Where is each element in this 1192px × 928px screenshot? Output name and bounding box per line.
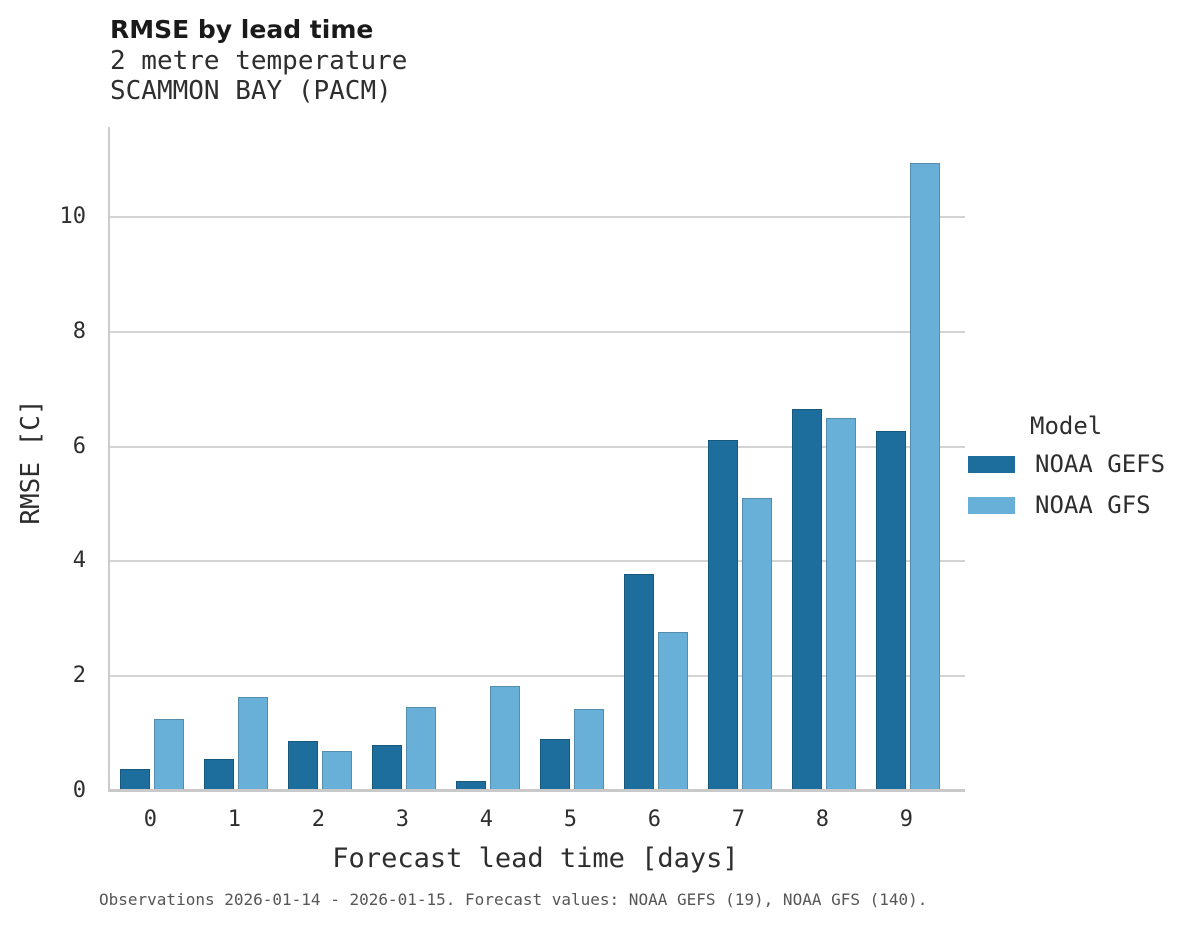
bar-noaa-gefs-lead-7	[708, 439, 739, 791]
bar-noaa-gefs-lead-5	[540, 738, 571, 791]
bar-noaa-gfs-lead-8	[826, 418, 857, 791]
y-tick-10: 10	[59, 204, 87, 229]
legend-swatch-noaa-gefs	[968, 455, 1015, 473]
bar-noaa-gfs-lead-7	[742, 498, 773, 791]
caption: Observations 2026-01-14 - 2026-01-15. Fo…	[99, 890, 928, 909]
x-tick-3: 3	[395, 807, 410, 832]
legend-item-noaa-gefs: NOAA GEFS	[968, 450, 1165, 478]
x-tick-0: 0	[143, 807, 158, 832]
x-tick-1: 1	[227, 807, 242, 832]
x-tick-6: 6	[647, 807, 662, 832]
bar-noaa-gefs-lead-3	[372, 745, 403, 791]
gridline-y8	[110, 330, 965, 333]
legend-swatch-noaa-gfs	[968, 496, 1015, 514]
bar-noaa-gfs-lead-1	[238, 697, 269, 791]
x-tick-8: 8	[815, 807, 830, 832]
y-tick-2: 2	[72, 663, 86, 689]
bar-noaa-gefs-lead-2	[288, 741, 319, 791]
bar-noaa-gefs-lead-8	[792, 409, 823, 791]
x-tick-2: 2	[311, 807, 326, 832]
x-tick-7: 7	[731, 807, 746, 832]
legend-title: Model	[1030, 412, 1103, 440]
gridline-y10	[110, 216, 965, 218]
bar-noaa-gefs-lead-1	[204, 759, 235, 791]
bar-noaa-gfs-lead-3	[406, 707, 437, 791]
x-axis-line	[108, 789, 965, 792]
chart-header: RMSE by lead time 2 metre temperature SC…	[110, 14, 407, 106]
x-tick-5: 5	[563, 807, 578, 832]
legend-item-noaa-gfs: NOAA GFS	[968, 491, 1165, 519]
y-tick-0: 0	[72, 778, 86, 803]
gridline-y4	[110, 560, 965, 563]
legend-label-noaa-gefs: NOAA GEFS	[1035, 450, 1166, 478]
chart-title: RMSE by lead time	[110, 15, 374, 44]
y-tick-4: 4	[72, 548, 86, 574]
bar-noaa-gfs-lead-2	[322, 750, 353, 791]
bar-noaa-gfs-lead-9	[910, 163, 941, 791]
bar-noaa-gefs-lead-0	[120, 769, 151, 791]
y-tick-6: 6	[72, 433, 86, 459]
x-tick-9: 9	[899, 807, 914, 832]
legend: Model NOAA GEFS NOAA GFS	[968, 412, 1165, 532]
bar-noaa-gfs-lead-6	[658, 632, 689, 791]
gridline-y6	[110, 445, 965, 448]
x-axis-label: Forecast lead time [days]	[332, 843, 739, 874]
bar-noaa-gfs-lead-4	[490, 685, 521, 791]
bar-noaa-gfs-lead-5	[574, 708, 605, 791]
plot-area	[108, 127, 965, 792]
gridline-y2	[110, 675, 965, 678]
chart-subtitle-station: SCAMMON BAY (PACM)	[110, 76, 392, 106]
bar-noaa-gefs-lead-6	[624, 574, 655, 791]
bar-noaa-gefs-lead-9	[876, 430, 907, 791]
bar-noaa-gfs-lead-0	[154, 719, 185, 791]
legend-label-noaa-gfs: NOAA GFS	[1035, 491, 1151, 519]
x-tick-4: 4	[479, 807, 494, 832]
y-axis-label: RMSE [C]	[16, 399, 46, 525]
chart-subtitle-variable: 2 metre temperature	[110, 46, 408, 76]
y-tick-8: 8	[72, 318, 86, 344]
